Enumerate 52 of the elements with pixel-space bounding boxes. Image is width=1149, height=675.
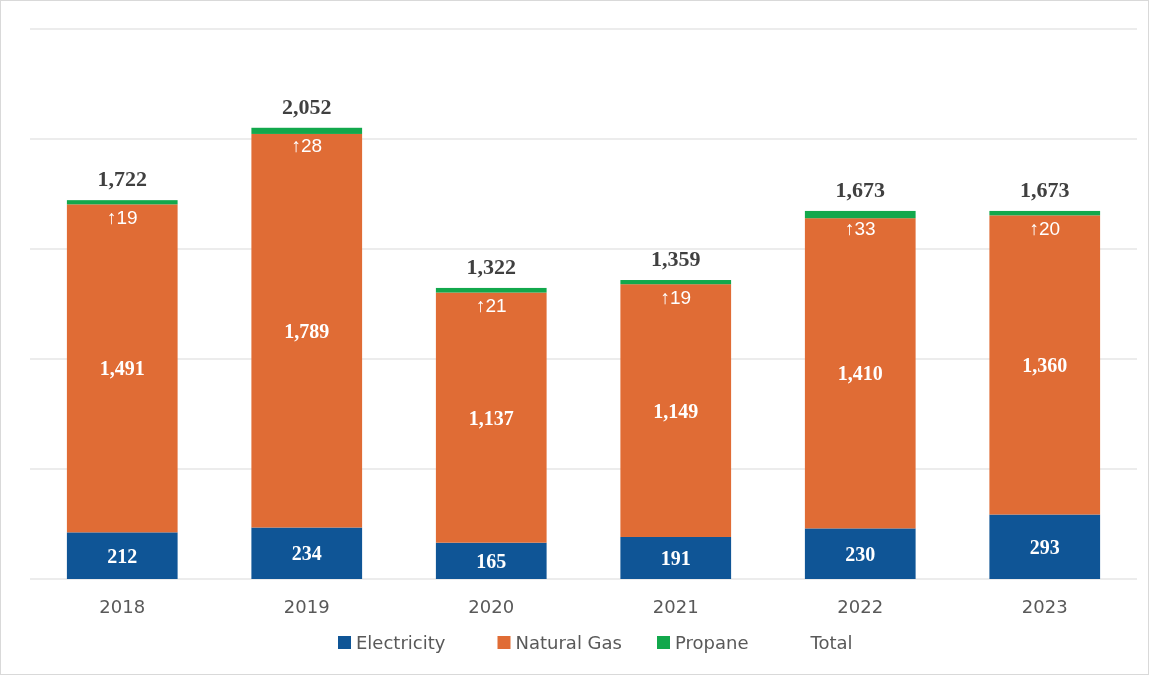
data-label: 293 bbox=[1029, 535, 1060, 558]
total-label: 2,052 bbox=[282, 93, 332, 119]
data-label: 1,149 bbox=[653, 399, 699, 422]
bar bbox=[66, 532, 178, 579]
legend-label: Natural Gas bbox=[515, 632, 622, 653]
bar bbox=[804, 528, 916, 579]
bar bbox=[66, 204, 178, 533]
data-label: 1,137 bbox=[468, 406, 514, 429]
legend-label: Propane bbox=[675, 632, 749, 653]
total-label: 1,673 bbox=[1020, 176, 1070, 202]
x-tick-label: 2023 bbox=[1021, 596, 1068, 617]
data-label: 234 bbox=[291, 542, 322, 565]
data-label: 1,410 bbox=[837, 362, 883, 385]
x-tick-label: 2018 bbox=[99, 596, 146, 617]
bar bbox=[620, 280, 732, 285]
x-tick-label: 2021 bbox=[652, 596, 699, 617]
bar bbox=[251, 127, 363, 134]
bar bbox=[435, 287, 547, 293]
bar bbox=[435, 542, 547, 579]
data-label: ↑33 bbox=[844, 217, 876, 239]
total-label: 1,722 bbox=[97, 166, 147, 192]
x-tick-label: 2020 bbox=[468, 596, 515, 617]
data-label: ↑19 bbox=[106, 207, 138, 229]
data-label: 165 bbox=[476, 549, 507, 572]
text: Total bbox=[809, 632, 853, 653]
data-label: 1,491 bbox=[99, 357, 145, 380]
bar bbox=[989, 210, 1101, 216]
bar bbox=[620, 284, 732, 537]
data-label: ↑28 bbox=[291, 134, 323, 156]
bar bbox=[620, 536, 732, 579]
bar bbox=[804, 210, 916, 219]
bar bbox=[435, 292, 547, 543]
bar bbox=[66, 200, 178, 205]
data-label: 191 bbox=[660, 546, 691, 569]
total-label: 1,322 bbox=[466, 253, 516, 279]
data-label: 1,360 bbox=[1022, 353, 1068, 376]
data-label: 212 bbox=[107, 544, 138, 567]
total-label: 1,359 bbox=[651, 246, 701, 272]
data-label: ↑21 bbox=[475, 294, 507, 316]
bar bbox=[251, 527, 363, 579]
data-label: 1,789 bbox=[284, 319, 330, 342]
data-label: ↑20 bbox=[1029, 217, 1061, 239]
data-label: 230 bbox=[845, 542, 876, 565]
bar bbox=[251, 133, 363, 528]
legend-label: Electricity bbox=[356, 632, 446, 653]
data-label: ↑19 bbox=[660, 287, 692, 309]
x-tick-label: 2022 bbox=[837, 596, 884, 617]
bar bbox=[989, 514, 1101, 579]
total-label: 1,673 bbox=[835, 176, 885, 202]
bar bbox=[804, 218, 916, 529]
x-tick-label: 2019 bbox=[283, 596, 330, 617]
bar bbox=[989, 215, 1101, 515]
